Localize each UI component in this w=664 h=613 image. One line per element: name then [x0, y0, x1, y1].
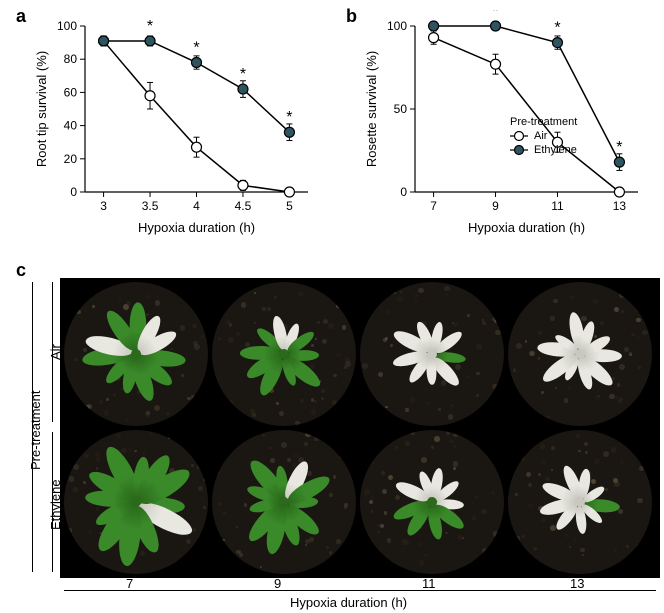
panel-c-label: c: [16, 260, 26, 281]
svg-text:*: *: [193, 40, 199, 57]
svg-text:*: *: [286, 109, 292, 126]
svg-text:Root tip survival (%): Root tip survival (%): [34, 51, 49, 167]
svg-text:*: *: [240, 66, 246, 83]
panel-c-xlabel: Hypoxia duration (h): [290, 595, 407, 610]
panel-c-time-label: 13: [570, 576, 584, 591]
svg-text:3.5: 3.5: [142, 199, 159, 213]
panel-c-time-label: 7: [126, 576, 133, 591]
plant-pot: [212, 430, 356, 574]
svg-text:0: 0: [70, 185, 77, 199]
panel-a-chart: 0 20 40 60 80 100 3 3.5 4 4.5 5 Hypoxia duration (h…: [30, 10, 320, 240]
svg-text:50: 50: [394, 102, 408, 116]
plant-pot: [64, 282, 208, 426]
svg-text:4.5: 4.5: [235, 199, 252, 213]
svg-text:Air: Air: [534, 130, 548, 142]
svg-text:11: 11: [551, 199, 564, 213]
panel-b-chart: 0 50 100 7 9 11 13 Hypoxia duration (h) Rosette …: [360, 10, 650, 240]
plant-pot: [508, 430, 652, 574]
plant-pot: [360, 282, 504, 426]
panel-c-photo: [60, 278, 660, 578]
svg-text:Hypoxia duration (h): Hypoxia duration (h): [468, 220, 585, 235]
svg-text:Ethylene: Ethylene: [534, 144, 577, 156]
panel-c-row-ethylene: Ethylene: [48, 479, 63, 530]
panel-a-label: a: [16, 6, 26, 27]
panel-c-ylabel: Pre-treatment: [28, 391, 43, 470]
panel-b-label: b: [346, 6, 357, 27]
plant-pot: [212, 282, 356, 426]
panel-c-bracket-air: [52, 282, 53, 422]
svg-text:0: 0: [400, 185, 407, 199]
svg-text:*: *: [616, 139, 622, 156]
plant-pot: [360, 430, 504, 574]
svg-text:9: 9: [492, 199, 499, 213]
svg-text:Pre-treatment: Pre-treatment: [510, 116, 577, 128]
svg-text:100: 100: [57, 19, 77, 33]
svg-text:*: *: [147, 18, 153, 35]
plant-pot: [64, 430, 208, 574]
panel-c-bracket-outer: [32, 282, 33, 572]
panel-c-bracket-ethylene: [52, 432, 53, 572]
svg-text:13: 13: [613, 199, 627, 213]
figure-root: a 0 20 40 60 80 100 3 3.5 4 4.5 5 Hypoxia duration …: [0, 0, 664, 613]
svg-text:Rosette survival (%): Rosette survival (%): [364, 51, 379, 167]
panel-c-time-label: 11: [422, 576, 436, 591]
svg-text:20: 20: [64, 152, 78, 166]
svg-text:60: 60: [64, 85, 78, 99]
plant-pot: [508, 282, 652, 426]
svg-text:Hypoxia duration (h): Hypoxia duration (h): [138, 220, 255, 235]
svg-text:3: 3: [100, 199, 107, 213]
panel-c-x-bracket: [64, 590, 656, 591]
svg-text:80: 80: [64, 52, 78, 66]
svg-text:100: 100: [387, 19, 407, 33]
svg-text:*: *: [554, 20, 560, 37]
svg-text:5: 5: [286, 199, 293, 213]
panel-c-row-air: Air: [48, 344, 63, 360]
svg-text:40: 40: [64, 119, 78, 133]
panel-c-time-label: 9: [274, 576, 281, 591]
svg-text:*: *: [492, 10, 498, 20]
svg-text:7: 7: [430, 199, 437, 213]
svg-text:4: 4: [193, 199, 200, 213]
